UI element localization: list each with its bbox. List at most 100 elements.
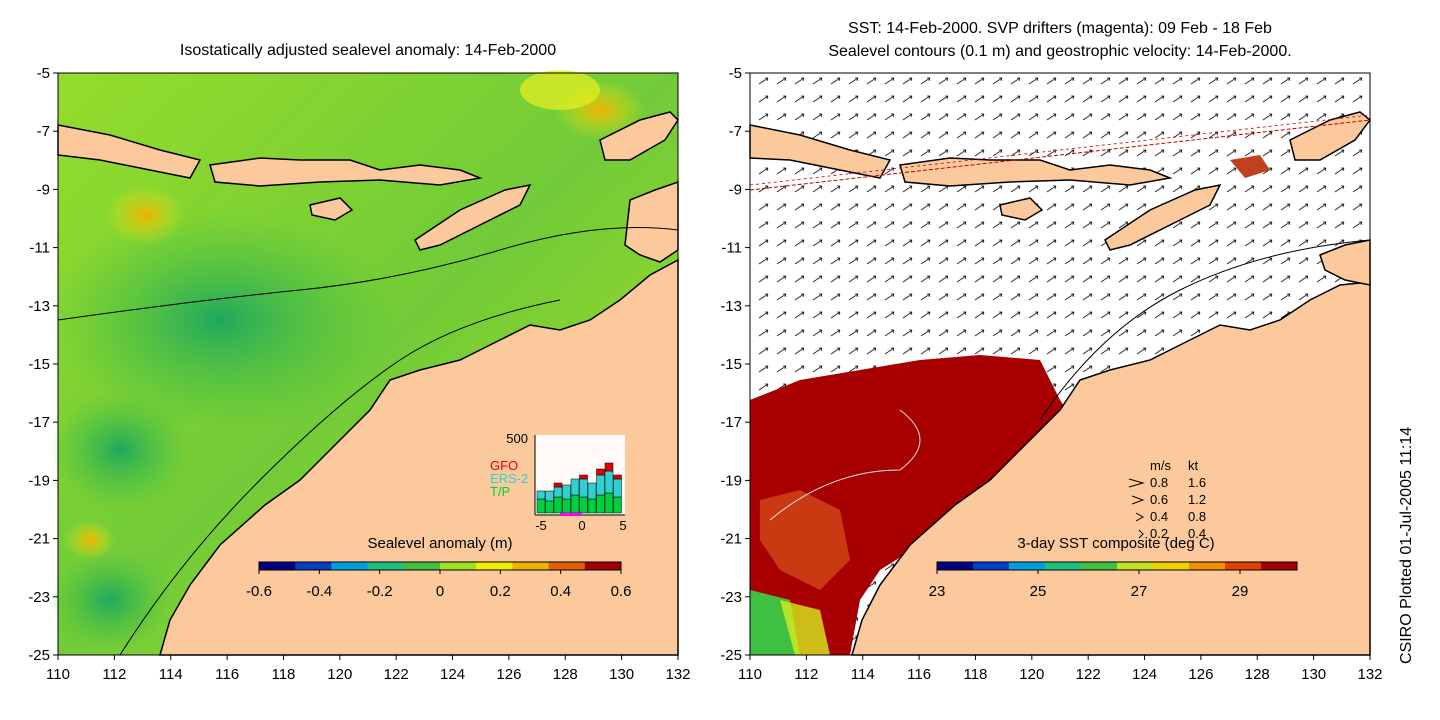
inset-bar xyxy=(613,474,622,480)
inset-x-tick: 0 xyxy=(578,518,585,533)
colorbar-tick-label: 23 xyxy=(929,583,946,600)
colorbar-segment xyxy=(1189,562,1226,570)
velocity-ms: 0.4 xyxy=(1150,509,1168,524)
colorbar-segment xyxy=(1225,562,1262,570)
y-tick-label: -19 xyxy=(28,472,50,489)
colorbar-segment xyxy=(937,562,974,570)
velocity-kt: 1.6 xyxy=(1188,475,1206,490)
velocity-kt: 0.4 xyxy=(1188,526,1206,541)
velocity-ms: 0.6 xyxy=(1150,492,1168,507)
y-tick-label: -7 xyxy=(37,123,50,140)
x-tick-label: 118 xyxy=(271,666,295,683)
colorbar-segment xyxy=(403,562,441,570)
inset-bar xyxy=(596,468,605,476)
velocity-legend: m/s kt 0.8 1.6 0.6 1.2 0.4 0.8 0.2 0.4 xyxy=(1128,458,1206,541)
y-tick-label: -21 xyxy=(720,531,742,548)
indonesia-islands-left xyxy=(57,124,202,179)
velocity-kt: 1.2 xyxy=(1188,492,1206,507)
x-tick-label: 130 xyxy=(1301,666,1326,683)
y-tick-label: -23 xyxy=(720,589,742,606)
x-tick-label: 130 xyxy=(609,666,634,683)
inset-bar xyxy=(587,482,597,500)
y-tick-label: -13 xyxy=(28,298,50,315)
velocity-arrow-icon xyxy=(1131,495,1145,505)
colorbar-tick-label: -0.2 xyxy=(367,583,393,600)
inset-bar xyxy=(562,484,571,500)
x-tick-label: 126 xyxy=(1188,666,1213,683)
y-tick-label: -9 xyxy=(729,181,742,198)
colorbar-segment xyxy=(1009,562,1046,570)
colorbar-segment xyxy=(1045,562,1082,570)
inset-bar xyxy=(545,490,554,502)
y-tick-label: -13 xyxy=(720,298,742,315)
inset-bar xyxy=(587,498,597,514)
x-tick-label: 110 xyxy=(46,666,70,683)
inset-bar xyxy=(604,470,614,494)
y-tick-label: -5 xyxy=(729,65,742,82)
y-tick-label: -17 xyxy=(28,414,50,431)
left-map-title: Isostatically adjusted sealevel anomaly:… xyxy=(179,42,557,59)
colorbar-segment xyxy=(476,562,513,570)
inset-x-tick: -5 xyxy=(535,518,547,533)
x-tick-label: 126 xyxy=(496,666,521,683)
y-tick-label: -17 xyxy=(720,414,742,431)
inset-bar xyxy=(596,474,605,496)
indonesia-islands-right xyxy=(749,124,892,179)
x-tick-label: 122 xyxy=(384,666,409,683)
colorbar-segment xyxy=(973,562,1010,570)
velocity-arrow-icon xyxy=(1138,529,1144,539)
velocity-ms: 0.8 xyxy=(1150,475,1168,490)
right-colorbar xyxy=(936,561,1298,571)
y-tick-label: -11 xyxy=(29,240,50,257)
x-tick-label: 124 xyxy=(1132,666,1157,683)
x-tick-label: 128 xyxy=(553,666,578,683)
inset-bar xyxy=(553,496,563,514)
y-tick-label: -15 xyxy=(28,356,50,373)
y-tick-label: -21 xyxy=(28,531,50,548)
x-tick-label: 122 xyxy=(1076,666,1101,683)
x-tick-label: 110 xyxy=(738,666,762,683)
colorbar-segment xyxy=(512,562,550,570)
inset-x-tick: 5 xyxy=(619,518,626,533)
x-tick-label: 120 xyxy=(1019,666,1044,683)
inset-legend-entry: T/P xyxy=(490,484,510,499)
colorbar-tick-label: 0 xyxy=(436,583,444,600)
inset-bar xyxy=(553,486,563,498)
y-tick-label: -19 xyxy=(720,472,742,489)
y-tick-label: -7 xyxy=(729,123,742,140)
left-colorbar-label: Sealevel anomaly (m) xyxy=(367,535,512,552)
right-map-title-line1: SST: 14-Feb-2000. SVP drifters (magenta)… xyxy=(848,20,1272,37)
colorbar-tick-label: 29 xyxy=(1232,583,1249,600)
colorbar-tick-label: -0.6 xyxy=(246,583,272,600)
colorbar-segment xyxy=(1081,562,1118,570)
x-tick-label: 114 xyxy=(159,666,183,683)
inset-legend-entry: GFO xyxy=(490,458,518,473)
colorbar-tick-label: 27 xyxy=(1131,583,1148,600)
x-tick-label: 132 xyxy=(665,666,690,683)
australia-land-left xyxy=(159,258,679,656)
x-tick-label: 112 xyxy=(102,666,126,683)
x-tick-label: 114 xyxy=(851,666,875,683)
velocity-header-ms: m/s xyxy=(1150,458,1171,473)
x-tick-label: 128 xyxy=(1245,666,1270,683)
y-tick-label: -11 xyxy=(721,240,742,257)
right-map-title-line2: Sealevel contours (0.1 m) and geostrophi… xyxy=(828,43,1292,60)
colorbar-segment xyxy=(584,562,622,570)
colorbar-segment xyxy=(295,562,332,570)
velocity-header-kt: kt xyxy=(1188,458,1199,473)
inset-bar xyxy=(604,462,614,472)
y-tick-label: -9 xyxy=(37,181,50,198)
inset-bar xyxy=(570,478,580,496)
colorbar-segment xyxy=(440,562,477,570)
x-tick-label: 132 xyxy=(1357,666,1382,683)
colorbar-segment xyxy=(331,562,369,570)
velocity-arrow-icon xyxy=(1135,512,1145,522)
inset-bar xyxy=(562,498,571,514)
y-tick-label: -25 xyxy=(28,647,50,664)
y-tick-label: -23 xyxy=(28,589,50,606)
inset-bar xyxy=(613,496,622,514)
x-tick-label: 118 xyxy=(963,666,987,683)
colorbar-segment xyxy=(1153,562,1190,570)
y-tick-label: -15 xyxy=(720,356,742,373)
